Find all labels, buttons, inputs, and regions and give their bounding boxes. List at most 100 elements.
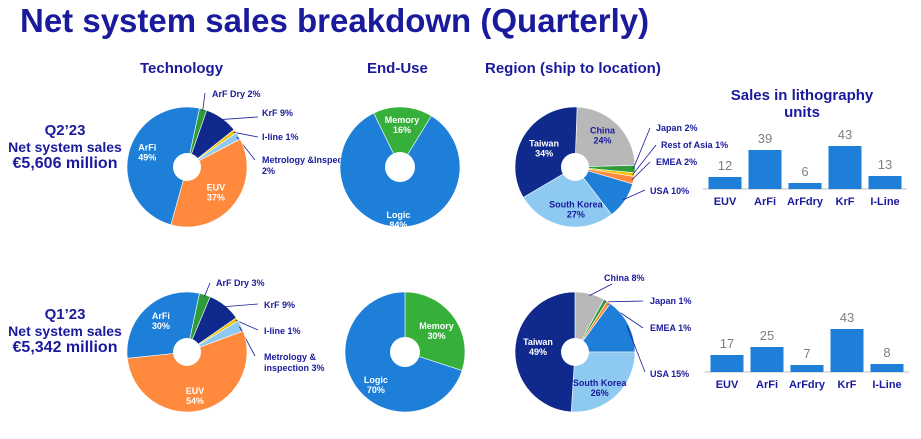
region-q2-leader-2 [632,144,657,175]
tech-q2-label-3: Metrology &Inspection 2% [262,155,359,176]
region-q2-slice-0 [574,106,636,168]
tech-q2-leader-2 [233,131,259,138]
region-q1-slice-5 [514,291,576,413]
enduse-q1-label-1: Logic 70% [364,375,388,395]
units-q2-value-KrF: 43 [838,127,852,142]
units-q1-bar-EUV [710,355,744,372]
enduse-q1-label-0: Memory 30% [419,321,454,341]
tech-q1-hole [173,338,201,366]
header-units-line2: units [784,104,820,121]
tech-q2-label-1: KrF 9% [262,108,293,118]
units-q2-category-EUV: EUV [714,196,737,208]
header-region: Region (ship to location) [485,60,661,77]
tech-q2-label-4: EUV 37% [207,182,226,202]
units-q2-value-ArFdry: 6 [801,164,808,179]
sales-value: €5,342 million [12,339,118,356]
header-units-line1: Sales in lithography [730,87,874,104]
tech-q1-label-0: ArF Dry 3% [216,278,265,288]
enduse-q2-slice-0 [373,106,432,168]
tech-q1-leader-2 [235,319,259,331]
region-q1-leader-0 [589,283,613,296]
region-q1-label-1: Japan 1% [650,296,692,306]
units-q2-bar-EUV [708,177,742,189]
units-q2-category-ArFi: ArFi [754,196,776,208]
units-q2-value-I-Line: 13 [878,157,892,172]
units-q2-bar-ArFdry [788,183,822,189]
region-q1-hole [561,338,589,366]
region-q2-label-6: Taiwan 34% [529,139,559,159]
region-q1-label-2: EMEA 1% [650,323,691,333]
region-q1-label-4: South Korea 26% [573,378,627,398]
tech-q2-label-5: ArFi 49% [138,143,156,163]
tech-q1-label-5: ArFi 30% [152,311,170,331]
tech-q1-leader-0 [204,282,211,297]
tech-q2-label-0: ArF Dry 2% [212,89,261,99]
units-q2-category-I-Line: I-Line [870,196,899,208]
tech-q2-slice-5 [126,106,200,226]
sales-value: €5,606 million [12,155,118,172]
units-q1-category-EUV: EUV [716,379,739,391]
units-q2-value-ArFi: 39 [758,131,772,146]
region-q2-leader-3 [631,161,651,181]
units-q1-value-I-Line: 8 [883,345,890,360]
enduse-q1-hole [390,337,420,367]
units-q2-category-ArFdry: ArFdry [787,196,824,208]
tech-q1-leader-1 [223,303,259,308]
sales-label: Net system sales [8,323,122,339]
tech-q2-label-2: I-line 1% [262,132,299,142]
units-q2-bar-KrF [828,146,862,189]
region-q2-label-2: Rest of Asia 1% [661,140,728,150]
region-q1-label-3: USA 15% [650,369,689,379]
units-q1-category-KrF: KrF [838,379,857,391]
row-label-q1: Q1’23 Net system sales €5,342 million [0,306,130,357]
region-q1-slice-4 [570,351,636,413]
region-q2-leader-1 [632,127,651,170]
tech-q2-hole [173,153,201,181]
units-q1-bar-I-Line [870,364,904,372]
row-label-q2: Q2’23 Net system sales €5,606 million [0,122,130,173]
units-q1-bar-ArFi [750,347,784,372]
units-q1-category-I-Line: I-Line [872,379,901,391]
tech-q1-label-1: KrF 9% [264,300,295,310]
enduse-q2-label-0: Memory 16% [385,115,420,135]
region-q1-label-5: Taiwan 49% [523,337,553,357]
units-q1-value-ArFdry: 7 [803,346,810,361]
units-q1-value-ArFi: 25 [760,328,774,343]
tech-q1-label-3: Metrology & inspection 3% [264,352,325,373]
region-q2-label-4: USA 10% [650,186,689,196]
units-q1-bar-ArFdry [790,365,824,372]
tech-q2-leader-1 [220,116,259,120]
region-q2-hole [561,153,589,181]
units-q2-bar-ArFi [748,150,782,189]
sales-label: Net system sales [8,139,122,155]
units-q2-bar-I-Line [868,176,902,189]
quarter-label: Q1’23 [44,306,86,323]
header-units: Sales in lithography units [712,87,892,121]
tech-q2-leader-0 [202,92,206,111]
tech-q2-slice-4 [170,138,248,228]
header-end-use: End-Use [367,60,428,77]
page-title: Net system sales breakdown (Quarterly) [20,2,650,39]
tech-q1-label-4: EUV 54% [186,386,205,406]
region-q1-slice-3 [574,303,636,353]
enduse-q1-slice-0 [404,291,466,371]
region-q1-leader-3 [626,325,646,373]
units-q1-bar-KrF [830,329,864,372]
enduse-q2-label-1: Logic 84% [386,210,410,230]
region-q2-label-1: Japan 2% [656,123,698,133]
region-q1-leader-1 [604,300,644,303]
region-q2-label-0: China 24% [590,126,616,146]
header-technology: Technology [140,60,224,77]
units-q1-value-EUV: 17 [720,336,734,351]
region-q1-label-0: China 8% [604,273,645,283]
region-q2-leader-4 [622,189,646,201]
units-q2-value-EUV: 12 [718,158,732,173]
region-q2-slice-6 [514,106,578,198]
quarter-label: Q2’23 [44,122,86,139]
enduse-q2-hole [385,152,415,182]
units-q1-value-KrF: 43 [840,310,854,325]
units-q1-category-ArFdry: ArFdry [789,379,826,391]
tech-q1-label-2: I-line 1% [264,326,301,336]
region-q2-label-3: EMEA 2% [656,157,697,167]
